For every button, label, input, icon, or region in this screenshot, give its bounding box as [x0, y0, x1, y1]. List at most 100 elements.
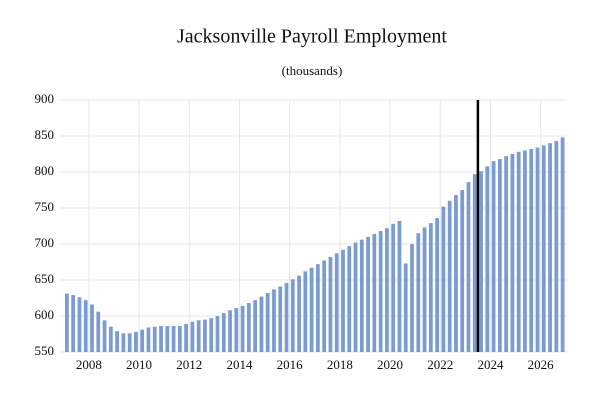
- bar: [529, 148, 534, 352]
- y-tick-label: 750: [35, 199, 55, 214]
- bar: [190, 321, 195, 352]
- bar: [378, 231, 383, 352]
- x-tick-label: 2026: [528, 357, 555, 372]
- bar: [560, 137, 565, 352]
- bar: [441, 206, 446, 352]
- x-tick-label: 2014: [226, 357, 253, 372]
- bar: [479, 171, 483, 352]
- bar: [234, 308, 239, 352]
- x-tick-label: 2016: [277, 357, 304, 372]
- bar: [65, 293, 69, 352]
- bar: [403, 263, 408, 352]
- bar: [416, 233, 421, 352]
- x-tick-label: 2018: [327, 357, 353, 372]
- bar: [510, 154, 515, 352]
- bar: [96, 311, 101, 352]
- x-tick-label: 2010: [126, 357, 152, 372]
- y-tick-label: 850: [35, 127, 55, 142]
- bar: [535, 147, 540, 352]
- x-tick-label: 2020: [377, 357, 403, 372]
- bar: [77, 297, 82, 352]
- bar: [504, 156, 509, 352]
- bar: [152, 326, 157, 352]
- bar: [83, 300, 88, 352]
- bar: [548, 143, 552, 352]
- bar: [466, 182, 471, 352]
- bar: [284, 282, 289, 352]
- y-tick-label: 600: [35, 307, 55, 322]
- bar: [196, 320, 201, 352]
- bar: [253, 300, 258, 352]
- y-tick-label: 550: [35, 343, 55, 358]
- bar: [353, 242, 358, 352]
- bar: [265, 292, 270, 352]
- bar: [341, 249, 345, 352]
- bar: [347, 246, 352, 352]
- bar: [171, 326, 176, 352]
- bar: [246, 303, 251, 352]
- bar: [215, 316, 220, 352]
- bar: [134, 331, 138, 352]
- bar: [497, 159, 502, 352]
- chart-title: Jacksonville Payroll Employment: [177, 26, 447, 48]
- bar: [209, 318, 214, 352]
- bar: [485, 166, 490, 352]
- bar: [140, 329, 145, 352]
- bar: [297, 275, 301, 352]
- bar: [177, 326, 182, 352]
- bar: [460, 190, 465, 352]
- bar: [391, 223, 396, 352]
- bar: [366, 236, 370, 352]
- bar: [523, 150, 527, 352]
- bar: [102, 320, 107, 352]
- bar: [397, 220, 402, 352]
- bar: [146, 327, 151, 352]
- bar: [127, 333, 132, 352]
- bar: [447, 200, 452, 352]
- bar: [435, 218, 439, 352]
- y-tick-label: 900: [35, 91, 55, 106]
- bar: [516, 151, 521, 352]
- bar: [115, 331, 119, 352]
- bar: [278, 286, 283, 352]
- bar: [228, 310, 232, 352]
- x-tick-label: 2024: [477, 357, 504, 372]
- bar: [328, 256, 333, 352]
- bar: [541, 145, 546, 352]
- bar: [422, 227, 427, 352]
- bar: [184, 323, 189, 352]
- x-tick-label: 2022: [427, 357, 453, 372]
- x-tick-label: 2008: [76, 357, 102, 372]
- bar: [428, 223, 433, 352]
- bar: [334, 253, 339, 352]
- chart-subtitle: (thousands): [282, 63, 343, 78]
- bar: [121, 333, 126, 352]
- bar: [259, 296, 264, 352]
- bar: [108, 326, 113, 352]
- y-tick-label: 700: [35, 235, 55, 250]
- bar: [221, 313, 226, 352]
- bar: [90, 304, 94, 352]
- bar: [240, 305, 245, 352]
- bar: [385, 228, 389, 352]
- bar: [554, 141, 559, 352]
- bar: [290, 279, 295, 352]
- bar: [454, 195, 458, 352]
- y-tick-label: 800: [35, 163, 55, 178]
- bar: [272, 289, 276, 352]
- y-tick-label: 650: [35, 271, 55, 286]
- x-tick-label: 2012: [176, 357, 202, 372]
- bar: [410, 244, 414, 352]
- bar: [71, 295, 76, 352]
- bar: [203, 319, 207, 352]
- bar: [322, 260, 327, 352]
- bar: [159, 326, 163, 352]
- bar: [309, 267, 314, 352]
- bar: [165, 326, 170, 352]
- bar: [316, 264, 320, 352]
- bar: [472, 174, 477, 352]
- bar: [359, 239, 364, 352]
- bar: [491, 161, 496, 352]
- bar: [303, 271, 308, 352]
